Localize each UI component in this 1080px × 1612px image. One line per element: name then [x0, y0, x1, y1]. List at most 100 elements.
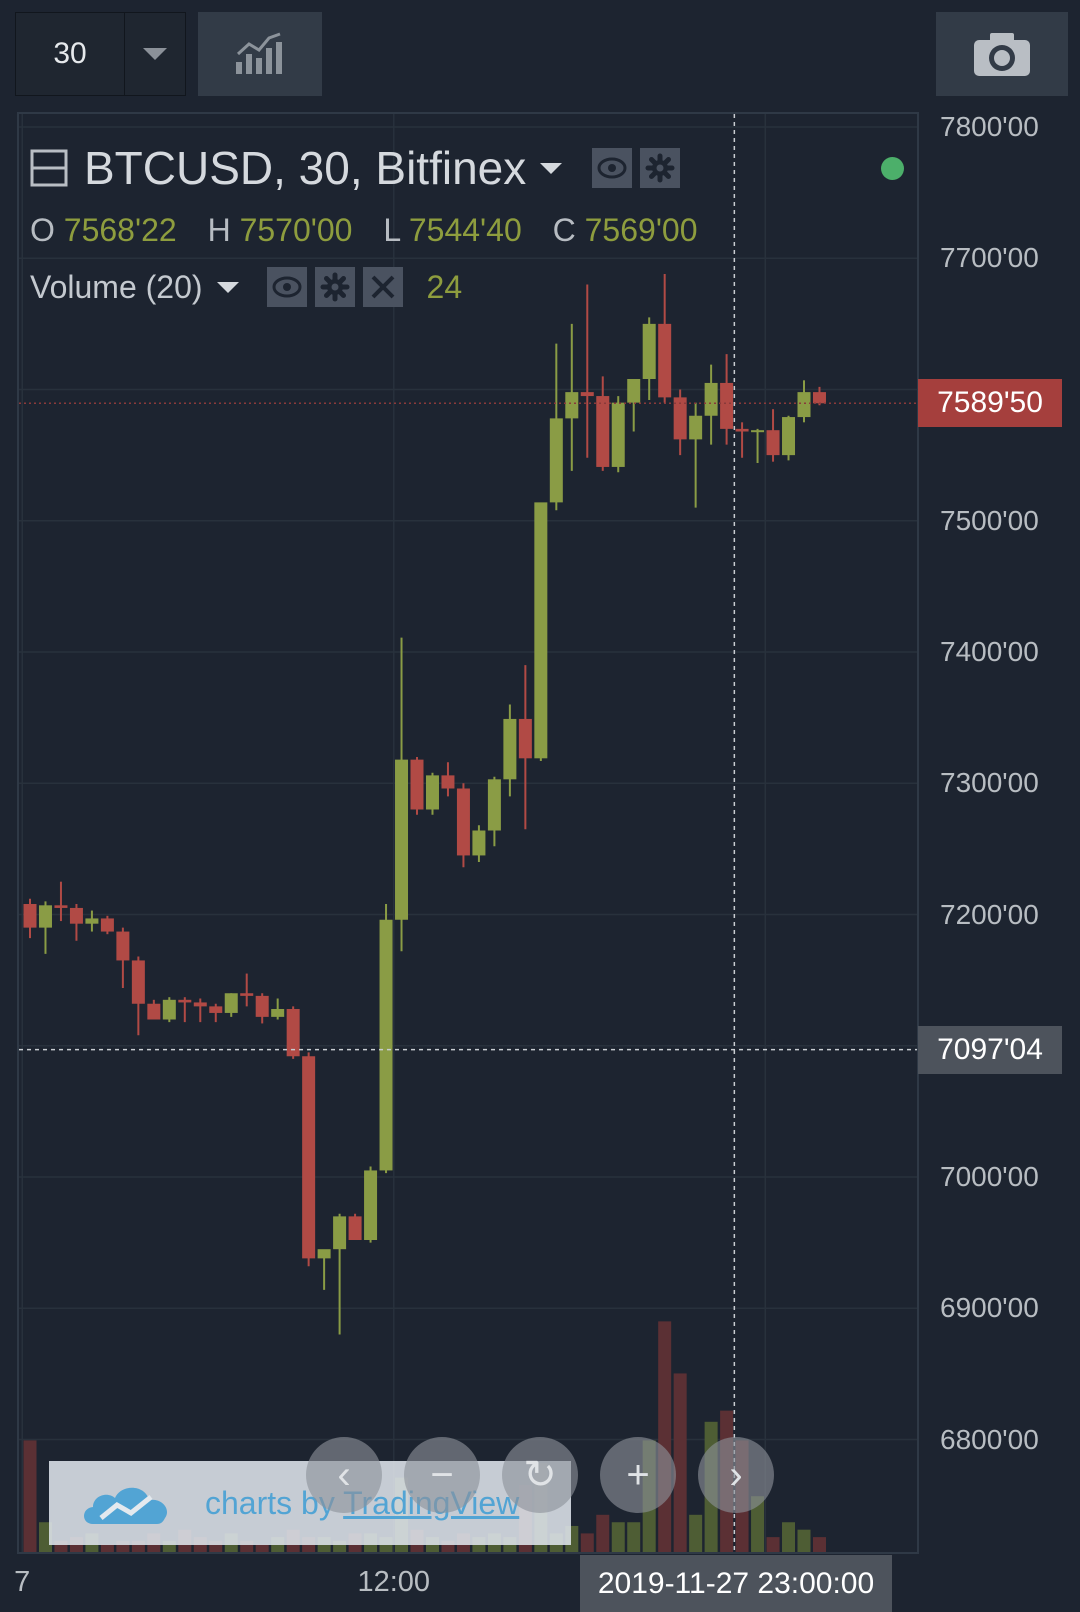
zoom-in-button[interactable]: +	[600, 1437, 676, 1513]
volume-bar	[751, 1496, 765, 1552]
candle-body	[209, 1006, 223, 1013]
volume-bar	[100, 1544, 114, 1552]
open-value: 7568'22	[63, 212, 177, 248]
reset-chart-button[interactable]: ↻	[502, 1437, 578, 1513]
candle-body	[395, 759, 409, 920]
series-settings-button[interactable]	[640, 148, 681, 188]
price-tick-label: 6800'00	[940, 1423, 1039, 1455]
close-value: 7569'00	[584, 212, 698, 248]
low-value: 7544'40	[408, 212, 522, 248]
candle-body	[704, 382, 718, 416]
volume-value: 24	[426, 268, 463, 305]
volume-menu-caret-icon[interactable]	[216, 281, 239, 293]
candle-body	[38, 905, 52, 928]
candle-body	[487, 779, 501, 831]
candle-body	[565, 392, 579, 419]
refresh-icon: ↻	[523, 1453, 557, 1497]
candle-body	[348, 1216, 362, 1240]
price-tick-label: 7300'00	[940, 767, 1039, 799]
volume-bar	[209, 1540, 223, 1552]
gear-icon	[320, 272, 350, 302]
candle-body	[410, 759, 424, 810]
candle-body	[178, 999, 192, 1003]
chart-toolbar: 30	[0, 0, 1080, 110]
candle-body	[735, 428, 749, 432]
volume-bar	[162, 1540, 176, 1552]
candle-body	[766, 430, 780, 456]
plus-icon: +	[626, 1452, 650, 1497]
volume-bar	[611, 1522, 625, 1552]
candle-body	[797, 392, 811, 418]
volume-bar	[116, 1540, 130, 1552]
chevron-left-icon: ‹	[337, 1452, 351, 1497]
volume-bar	[255, 1544, 269, 1552]
high-label: H	[207, 212, 231, 248]
candle-body	[673, 397, 687, 440]
high-value: 7570'00	[239, 212, 353, 248]
price-tick-label: 7000'00	[940, 1161, 1039, 1192]
close-label: C	[552, 212, 576, 248]
candle-body	[224, 993, 238, 1013]
camera-icon	[974, 33, 1030, 76]
price-tick-label: 7400'00	[940, 636, 1039, 667]
crosshair-time-tag: 2019-11-27 23:00:00	[580, 1555, 892, 1612]
candle-body	[193, 1002, 207, 1007]
volume-bar	[240, 1540, 254, 1552]
volume-visibility-button[interactable]	[266, 267, 307, 307]
indicators-button[interactable]	[198, 12, 322, 96]
snapshot-button[interactable]	[936, 12, 1068, 96]
candle-body	[472, 830, 486, 856]
volume-bar	[782, 1522, 796, 1552]
volume-bar	[689, 1514, 703, 1552]
interval-dropdown-button[interactable]	[124, 12, 186, 96]
zoom-out-button[interactable]: −	[404, 1437, 480, 1513]
candle-body	[255, 995, 269, 1017]
price-tick-label: 7500'00	[940, 504, 1039, 536]
candle-body	[782, 417, 796, 456]
collapse-legend-icon[interactable]	[30, 149, 68, 187]
candle-body	[286, 1009, 300, 1057]
volume-title[interactable]: Volume (20)	[30, 268, 203, 305]
volume-remove-button[interactable]	[362, 267, 403, 307]
bar-chart-icon	[236, 32, 282, 74]
candle-body	[441, 775, 455, 789]
chart-pane-border	[17, 112, 919, 1554]
close-icon	[371, 275, 394, 299]
volume-bar	[38, 1522, 52, 1552]
candle-body	[611, 402, 625, 467]
volume-bar	[627, 1522, 641, 1552]
candle-body	[302, 1056, 316, 1259]
candle-body	[240, 993, 254, 996]
chart-legend: BTCUSD, 30, Bitfinex O 7568'22 H 7570'00…	[30, 140, 698, 307]
candle-body	[425, 775, 439, 810]
candle-body	[720, 382, 734, 429]
candle-body	[503, 718, 517, 780]
candle-body	[162, 999, 176, 1020]
volume-bar	[673, 1373, 687, 1552]
symbol-menu-caret-icon[interactable]	[540, 162, 563, 174]
caret-down-icon	[143, 48, 167, 60]
gear-icon	[645, 153, 675, 183]
candle-body	[100, 918, 114, 932]
market-status-dot	[881, 157, 904, 180]
candle-body	[69, 907, 83, 924]
eye-icon	[597, 157, 627, 179]
interval-button[interactable]: 30	[15, 12, 125, 96]
scroll-right-button[interactable]: ›	[698, 1437, 774, 1513]
volume-bar	[766, 1537, 780, 1552]
last-price-tag: 7589'50	[918, 379, 1062, 428]
candle-body	[689, 415, 703, 440]
open-label: O	[30, 212, 55, 248]
scroll-left-button[interactable]: ‹	[306, 1437, 382, 1513]
chevron-right-icon: ›	[729, 1452, 743, 1497]
candle-body	[116, 931, 130, 961]
symbol-title[interactable]: BTCUSD, 30, Bitfinex	[84, 142, 527, 194]
volume-settings-button[interactable]	[314, 267, 355, 307]
volume-bar	[54, 1540, 68, 1552]
candle-body	[627, 379, 641, 403]
volume-bar	[131, 1540, 145, 1552]
volume-bar	[580, 1533, 594, 1552]
candle-body	[456, 788, 470, 856]
series-visibility-button[interactable]	[592, 148, 633, 188]
volume-bar	[333, 1540, 347, 1552]
